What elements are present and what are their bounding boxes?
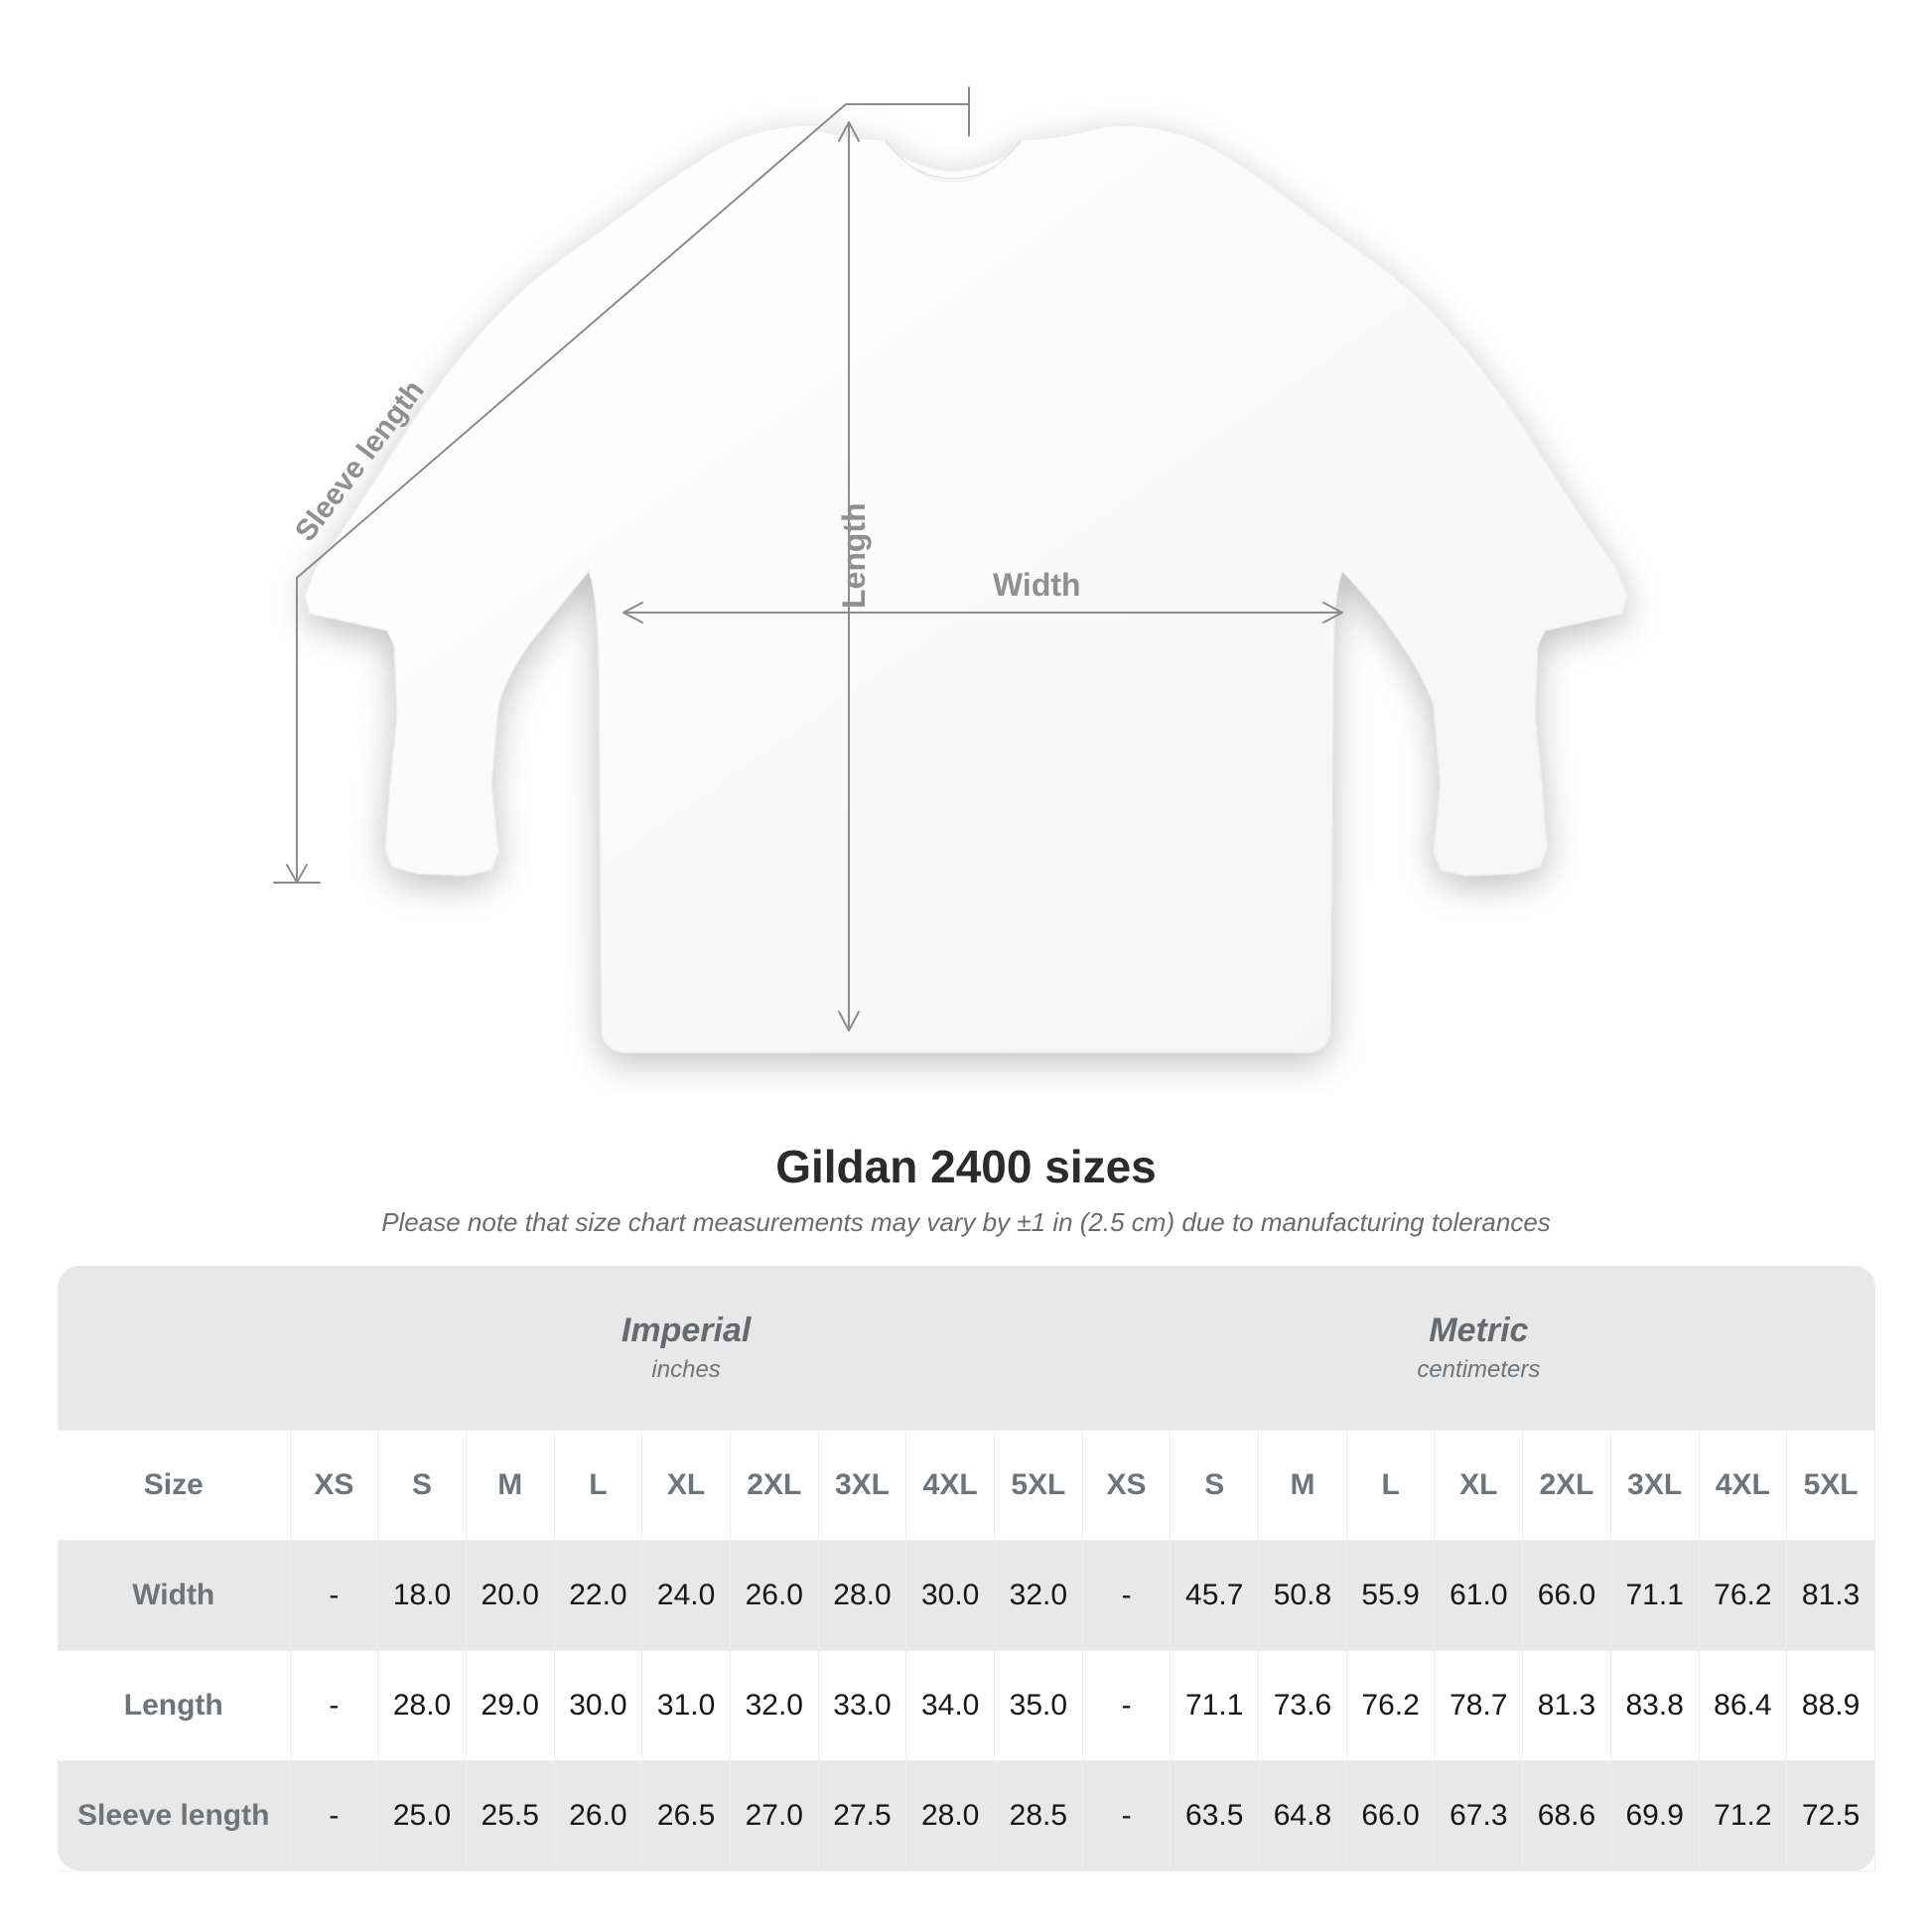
svg-text:Width: Width: [993, 567, 1081, 603]
svg-text:Length: Length: [836, 502, 872, 609]
svg-text:Sleeve length: Sleeve length: [289, 374, 431, 547]
